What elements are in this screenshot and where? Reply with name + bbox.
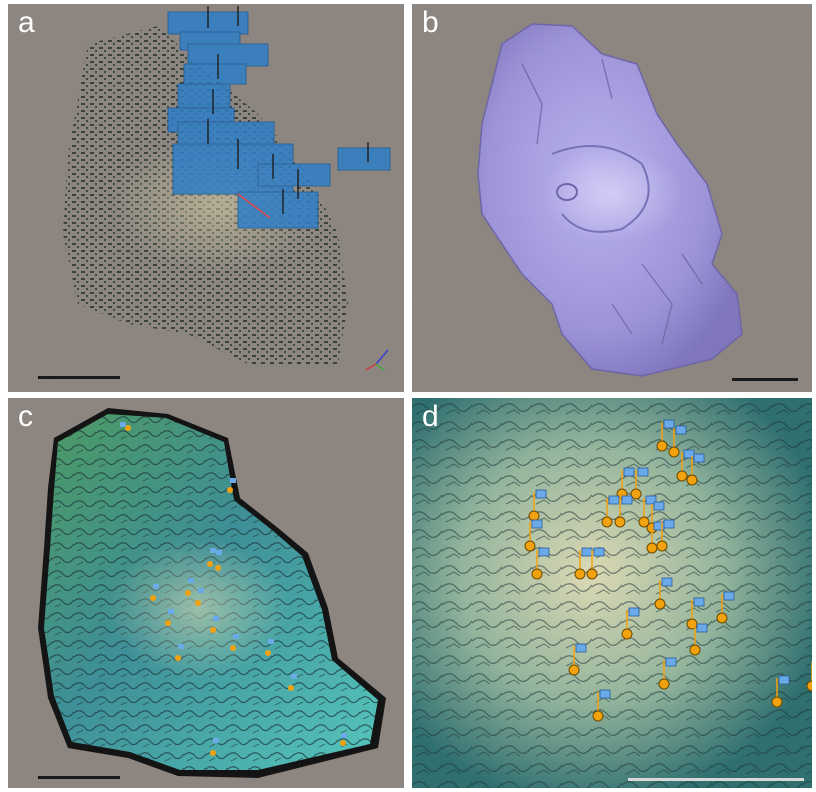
panel-label: a — [18, 6, 35, 39]
scale-bar — [732, 378, 798, 381]
annotation-pin-icon — [524, 419, 812, 722]
panel-a: a — [8, 4, 404, 392]
panel-label: d — [422, 400, 439, 433]
annotation-pin-icon — [120, 422, 347, 756]
camera-plane-icon — [167, 11, 391, 229]
scale-bar — [628, 778, 804, 781]
panel-label: b — [422, 6, 439, 39]
panel-c: c — [8, 398, 404, 788]
zoomed-annotation-view — [412, 398, 812, 788]
panel-d: d — [412, 398, 812, 788]
scale-bar — [38, 776, 120, 779]
axis-gizmo-icon — [365, 349, 389, 371]
scale-bar — [38, 376, 120, 379]
point-cloud-view — [8, 4, 404, 392]
textured-mesh-view — [38, 408, 386, 778]
mesh-view — [412, 4, 812, 392]
panel-label: c — [18, 400, 33, 433]
panel-b: b — [412, 4, 812, 392]
